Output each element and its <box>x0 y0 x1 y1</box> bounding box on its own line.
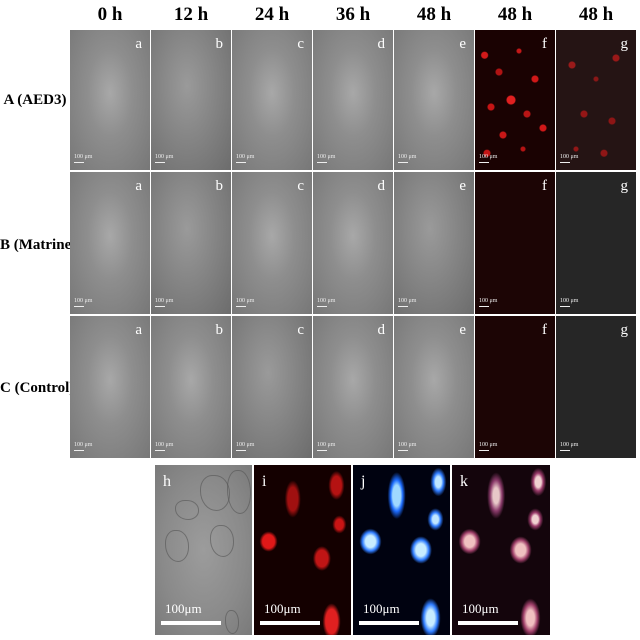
scale-bar-label: 100 μm <box>236 442 254 451</box>
image-panel-b-48h: e 100 μm <box>394 172 474 314</box>
image-panel-b-48h-red: f 100 μm <box>475 172 555 314</box>
panel-letter: g <box>620 36 629 52</box>
scale-bar-label: 100 μm <box>398 298 416 307</box>
scale-bar-label: 100μm <box>165 601 202 616</box>
image-panel-b-0h: a 100 μm <box>70 172 150 314</box>
scale-bar-label: 100 μm <box>155 298 173 307</box>
scale-bar <box>260 621 320 625</box>
row-label-matrine: B (Matrine) <box>0 237 77 253</box>
panel-letter: b <box>215 178 224 194</box>
column-header-48h: 48 h <box>416 4 452 25</box>
scale-bar-label: 100μm <box>264 601 301 616</box>
image-panel-j-blue-fluorescence: j 100μm <box>353 465 450 635</box>
panel-letter: d <box>377 36 386 52</box>
image-panel-b-24h: c 100 μm <box>232 172 312 314</box>
scale-bar-label: 100 μm <box>236 154 254 163</box>
panel-letter: f <box>542 178 547 194</box>
panel-letter: b <box>215 322 224 338</box>
image-panel-a-12h: b 100 μm <box>151 30 231 170</box>
panel-letter: d <box>377 322 386 338</box>
scale-bar-label: 100 μm <box>398 442 416 451</box>
image-panel-k-merged: k 100μm <box>452 465 550 635</box>
row-label-control: C (Control) <box>0 380 75 396</box>
scale-bar-label: 100 μm <box>479 298 497 307</box>
scale-bar-label: 100 μm <box>74 298 92 307</box>
scale-bar-label: 100 μm <box>560 154 578 163</box>
image-panel-i-red-fluorescence: i 100μm <box>254 465 351 635</box>
image-panel-b-48h-merged: g 100 μm <box>556 172 636 314</box>
image-panel-c-24h: c 100 μm <box>232 316 312 458</box>
scale-bar <box>458 621 518 625</box>
scale-bar-label: 100μm <box>462 601 499 616</box>
row-label-aed3: A (AED3) <box>3 92 67 108</box>
scale-bar-label: 100 μm <box>479 154 497 163</box>
column-header-0h: 0 h <box>97 4 123 25</box>
column-header-12h: 12 h <box>173 4 209 25</box>
column-header-36h: 36 h <box>335 4 371 25</box>
scale-bar-label: 100 μm <box>317 442 335 451</box>
scale-bar-label: 100μm <box>363 601 400 616</box>
scale-bar-label: 100 μm <box>155 154 173 163</box>
image-panel-c-36h: d 100 μm <box>313 316 393 458</box>
scale-bar-label: 100 μm <box>398 154 416 163</box>
scale-bar-label: 100 μm <box>236 298 254 307</box>
panel-letter: f <box>542 36 547 52</box>
image-panel-a-36h: d 100 μm <box>313 30 393 170</box>
panel-letter: a <box>135 322 142 338</box>
column-header-24h: 24 h <box>254 4 290 25</box>
image-panel-c-48h: e 100 μm <box>394 316 474 458</box>
panel-letter: e <box>459 322 466 338</box>
panel-letter: e <box>459 178 466 194</box>
column-header-48h-merged: 48 h <box>578 4 614 25</box>
scale-bar-label: 100 μm <box>560 298 578 307</box>
panel-letter: c <box>297 322 304 338</box>
panel-letter: e <box>459 36 466 52</box>
panel-letter: h <box>163 473 171 490</box>
scale-bar <box>359 621 419 625</box>
image-panel-c-48h-red: f 100 μm <box>475 316 555 458</box>
scale-bar-label: 100 μm <box>479 442 497 451</box>
panel-letter: c <box>297 36 304 52</box>
image-panel-b-12h: b 100 μm <box>151 172 231 314</box>
image-panel-a-24h: c 100 μm <box>232 30 312 170</box>
panel-letter: b <box>215 36 224 52</box>
panel-letter: d <box>377 178 386 194</box>
image-panel-a-48h-merged: g 100 μm <box>556 30 636 170</box>
image-panel-h-brightfield: h 100μm <box>155 465 252 635</box>
scale-bar-label: 100 μm <box>317 154 335 163</box>
panel-letter: a <box>135 36 142 52</box>
scale-bar <box>161 621 221 625</box>
scale-bar-label: 100 μm <box>74 154 92 163</box>
scale-bar-label: 100 μm <box>317 298 335 307</box>
image-panel-a-0h: a 100 μm <box>70 30 150 170</box>
panel-letter: a <box>135 178 142 194</box>
scale-bar-label: 100 μm <box>155 442 173 451</box>
image-panel-a-48h-red: f 100 μm <box>475 30 555 170</box>
image-panel-b-36h: d 100 μm <box>313 172 393 314</box>
image-panel-c-48h-merged: g 100 μm <box>556 316 636 458</box>
scale-bar-label: 100 μm <box>74 442 92 451</box>
image-panel-a-48h: e 100 μm <box>394 30 474 170</box>
panel-letter: g <box>620 322 629 338</box>
column-header-48h-red: 48 h <box>497 4 533 25</box>
panel-letter: f <box>542 322 547 338</box>
image-panel-c-0h: a 100 μm <box>70 316 150 458</box>
image-panel-c-12h: b 100 μm <box>151 316 231 458</box>
panel-letter: k <box>460 473 468 490</box>
panel-letter: g <box>620 178 629 194</box>
panel-letter: c <box>297 178 304 194</box>
scale-bar-label: 100 μm <box>560 442 578 451</box>
panel-letter: i <box>262 473 267 490</box>
panel-letter: j <box>361 473 366 490</box>
